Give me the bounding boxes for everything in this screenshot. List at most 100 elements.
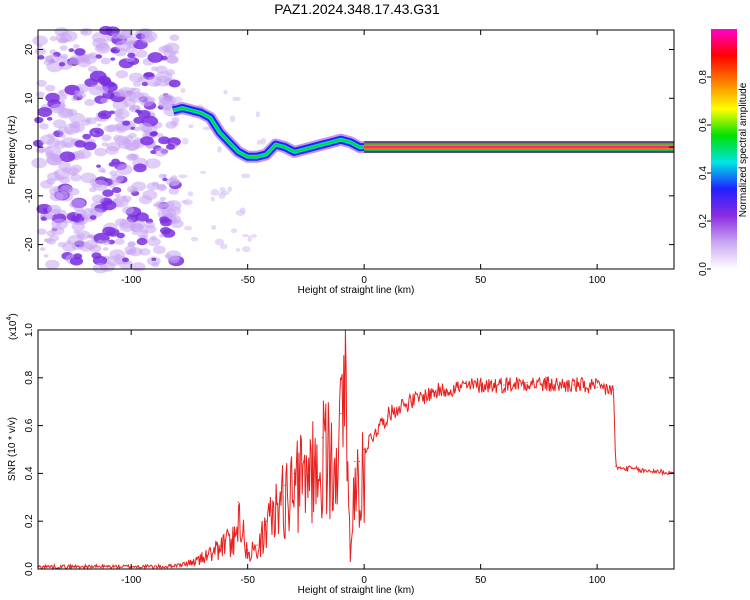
spectrogram-x-axis-label: Height of straight line (km) (298, 285, 415, 296)
snr-point (330, 425, 333, 427)
snr-x-tick-label: 100 (589, 575, 606, 586)
colorbar-tick-label: 0.8 (698, 70, 709, 84)
snr-y-tick-label: 0.2 (24, 514, 35, 528)
noise-blob (210, 196, 215, 202)
noise-blob (178, 174, 188, 179)
noise-blob (170, 219, 184, 229)
snr-point (643, 470, 645, 472)
snr-point (312, 448, 314, 451)
snr-y-ticks: 0.0 0.2 0.4 0.6 0.8 1.0 (24, 323, 674, 576)
noise-blob (167, 206, 182, 216)
noise-blob (110, 48, 117, 53)
noise-blob (101, 134, 112, 142)
noise-blob (45, 54, 60, 64)
noise-blob (153, 147, 168, 157)
noise-blob (141, 81, 149, 87)
noise-blob (46, 150, 54, 156)
snr-point (410, 401, 412, 403)
snr-point (526, 381, 528, 384)
snr-panel: -100 -50 0 50 100 0.0 0.2 0.4 0.6 0.8 1.0 Height … (6, 313, 675, 596)
noise-blob (117, 29, 132, 39)
spectrogram-x-ticks: -100 -50 0 50 100 (121, 30, 606, 286)
snr-point (654, 470, 656, 472)
snr-point (302, 460, 305, 463)
noise-blob (97, 239, 104, 244)
snr-x-axis-label: Height of straight line (km) (298, 585, 415, 596)
noise-blob (91, 194, 105, 203)
noise-blob (111, 33, 120, 40)
noise-blob (94, 130, 100, 134)
noise-blob (119, 218, 135, 229)
noise-blob (36, 228, 47, 235)
noise-blob (116, 232, 125, 239)
noise-blob (132, 81, 142, 87)
noise-blob (54, 174, 65, 181)
spectrogram-noise (31, 25, 267, 274)
noise-blob (110, 57, 116, 61)
noise-blob (45, 259, 60, 270)
noise-blob (37, 107, 53, 118)
noise-blob (36, 91, 45, 98)
snr-y-tick-label: 1.0 (24, 323, 35, 337)
noise-blob (97, 167, 106, 173)
noise-blob (80, 172, 97, 184)
noise-blob (83, 239, 98, 250)
snr-point (242, 525, 244, 527)
snr-point (349, 556, 351, 558)
noise-blob (240, 173, 251, 179)
snr-point (354, 460, 356, 463)
noise-blob (86, 117, 97, 125)
noise-blob (168, 79, 181, 88)
noise-blob (115, 70, 129, 79)
noise-blob (74, 140, 86, 148)
noise-blob (39, 123, 49, 130)
noise-blob (59, 90, 65, 95)
noise-blob (159, 233, 165, 238)
noise-blob (32, 35, 48, 46)
snr-point (293, 472, 295, 474)
snr-x-ticks: -100 -50 0 50 100 (121, 330, 606, 586)
snr-point (233, 532, 235, 534)
noise-blob (54, 188, 61, 193)
spectrogram-x-tick-label: 100 (589, 275, 606, 286)
noise-blob (136, 237, 148, 246)
noise-blob (81, 29, 89, 35)
snr-point (237, 501, 239, 503)
noise-blob (68, 48, 75, 53)
noise-blob (102, 226, 116, 236)
chart-title: PAZ1.2024.348.17.43.G31 (274, 1, 440, 17)
noise-blob (139, 248, 151, 256)
noise-blob (159, 196, 167, 201)
noise-blob (136, 110, 143, 115)
snr-multiplier-base: (x10 (8, 320, 19, 340)
noise-blob (113, 134, 125, 143)
noise-blob (56, 191, 69, 200)
noise-blob (114, 108, 130, 119)
noise-blob (118, 86, 135, 98)
noise-blob (94, 147, 108, 157)
snr-point (573, 384, 575, 386)
snr-point (284, 484, 286, 486)
noise-blob (138, 122, 153, 132)
noise-blob (133, 163, 147, 173)
noise-blob (43, 254, 49, 258)
noise-blob (173, 96, 183, 104)
snr-point (375, 429, 377, 431)
noise-blob (58, 94, 68, 101)
noise-blob (121, 257, 129, 263)
noise-blob (250, 234, 258, 238)
noise-blob (69, 54, 85, 65)
noise-blob (125, 250, 133, 255)
noise-blob (164, 253, 172, 259)
snr-point (256, 544, 258, 546)
noise-blob (181, 137, 189, 145)
noise-blob (46, 145, 52, 150)
noise-blob (180, 87, 186, 94)
noise-blob (70, 198, 86, 209)
noise-blob (144, 158, 161, 169)
noise-blob (117, 128, 123, 132)
noise-blob (46, 230, 56, 237)
noise-blob (220, 190, 230, 195)
noise-blob (158, 173, 166, 179)
